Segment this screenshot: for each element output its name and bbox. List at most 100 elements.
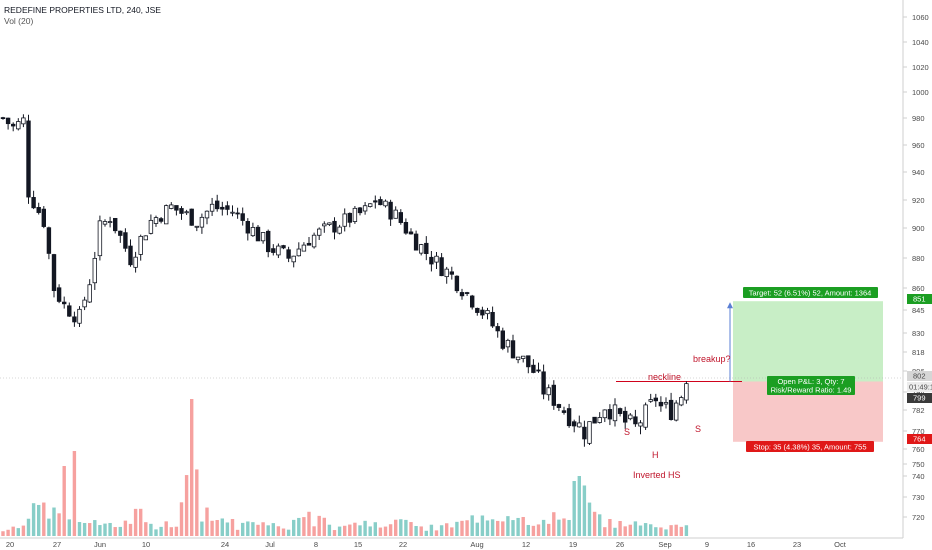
volume-bar bbox=[42, 502, 46, 536]
candle bbox=[653, 393, 658, 407]
time-tick-label: Jun bbox=[94, 540, 106, 549]
price-axis[interactable]: 7207307407507607707827948068188308458608… bbox=[902, 0, 932, 538]
volume-bar bbox=[450, 527, 454, 536]
candle bbox=[515, 356, 521, 364]
volume-bar bbox=[266, 525, 270, 536]
volume-bar bbox=[480, 515, 485, 536]
candle bbox=[434, 251, 439, 269]
volume-bar bbox=[179, 502, 184, 536]
candle bbox=[316, 227, 322, 240]
volume-bar bbox=[485, 520, 490, 536]
volume-bar bbox=[108, 522, 112, 536]
candle bbox=[429, 251, 434, 272]
volume-bar bbox=[628, 524, 632, 536]
volume-bar bbox=[123, 520, 128, 536]
candle bbox=[301, 242, 307, 252]
volume-bar bbox=[307, 511, 311, 536]
volume-bar bbox=[424, 530, 428, 536]
candle bbox=[255, 225, 261, 242]
volume-bar bbox=[455, 521, 459, 536]
time-tick-label: 20 bbox=[6, 540, 14, 549]
volume-indicator-label[interactable]: Vol (20) bbox=[4, 16, 34, 26]
volume-bar bbox=[490, 519, 495, 536]
time-tick-label: 22 bbox=[399, 540, 407, 549]
svg-text:851: 851 bbox=[913, 295, 926, 304]
volume-bar bbox=[419, 526, 423, 536]
right-shoulder-label: S bbox=[695, 424, 701, 434]
symbol-title[interactable]: REDEFINE PROPERTIES LTD, 240, JSE bbox=[4, 5, 161, 15]
breakout-note: breakup? bbox=[693, 354, 731, 364]
candle bbox=[107, 216, 113, 228]
time-tick-label: 10 bbox=[142, 540, 150, 549]
candle bbox=[204, 210, 210, 225]
svg-text:802: 802 bbox=[913, 372, 926, 381]
candle bbox=[113, 217, 118, 234]
volume-bar bbox=[439, 525, 444, 536]
candle bbox=[531, 359, 536, 374]
svg-text:764: 764 bbox=[913, 435, 926, 444]
candle bbox=[408, 228, 414, 235]
candle bbox=[357, 207, 363, 216]
volume-bar bbox=[618, 521, 622, 536]
candle bbox=[480, 306, 485, 319]
candle bbox=[174, 205, 179, 216]
volume-bar bbox=[149, 523, 153, 536]
volume-bar bbox=[557, 519, 561, 536]
volume-bar bbox=[241, 522, 245, 536]
left-shoulder-label: S bbox=[624, 427, 630, 437]
candle bbox=[577, 415, 582, 428]
candle bbox=[638, 420, 643, 435]
volume-bar bbox=[633, 521, 638, 536]
time-axis[interactable]: 20 27 Jun 10 24 Jul 8 15 22 Aug 12 19 26 Sep 9 16 23 Oct bbox=[0, 537, 903, 549]
candle bbox=[490, 306, 495, 328]
price-tick-label: 750 bbox=[912, 460, 925, 469]
volume-bar bbox=[133, 508, 138, 536]
volume-bar bbox=[567, 519, 571, 536]
candle bbox=[449, 266, 454, 280]
candle bbox=[92, 251, 97, 290]
volume-bar bbox=[26, 518, 31, 536]
candle bbox=[16, 118, 21, 131]
volume-bar bbox=[404, 519, 408, 536]
candle bbox=[617, 407, 623, 417]
price-tick-label: 794 bbox=[912, 388, 925, 397]
volume-bar bbox=[511, 520, 515, 536]
annotations: neckline breakup? Inverted HS S H S Targ… bbox=[624, 287, 878, 480]
volume-bar bbox=[394, 519, 398, 536]
volume-bar bbox=[649, 524, 653, 536]
candle bbox=[306, 236, 312, 246]
candle bbox=[403, 218, 409, 235]
candle bbox=[337, 224, 342, 235]
volume-bar bbox=[603, 527, 607, 536]
candle bbox=[102, 219, 108, 227]
candle bbox=[123, 228, 128, 252]
candle bbox=[469, 294, 475, 310]
time-tick-label: 9 bbox=[705, 540, 709, 549]
price-tick-label: 860 bbox=[912, 284, 925, 293]
volume-bar bbox=[164, 521, 168, 536]
candle bbox=[10, 122, 16, 132]
volume-bar bbox=[184, 475, 189, 536]
time-tick-label: 16 bbox=[747, 540, 755, 549]
volume-bar bbox=[276, 526, 281, 536]
volume-bar bbox=[516, 517, 520, 536]
candle bbox=[41, 206, 46, 229]
candle bbox=[179, 206, 184, 220]
svg-text:Stop: 35 (4.38%) 35, Amount: 7: Stop: 35 (4.38%) 35, Amount: 755 bbox=[754, 443, 867, 452]
last-price-tag: 802 bbox=[907, 371, 932, 381]
candle bbox=[26, 114, 31, 204]
candle bbox=[209, 197, 215, 216]
volume-bar bbox=[679, 526, 683, 536]
volume-bar bbox=[67, 519, 71, 536]
time-tick-label: 15 bbox=[354, 540, 362, 549]
neckline-label: neckline bbox=[648, 372, 681, 382]
candle bbox=[245, 218, 250, 241]
candle bbox=[500, 327, 505, 351]
volume-bar bbox=[496, 520, 500, 536]
candle bbox=[464, 291, 470, 296]
volume-bar bbox=[669, 525, 673, 536]
volume-bar bbox=[659, 527, 663, 536]
volume-bar bbox=[21, 525, 26, 536]
volume-bar bbox=[623, 526, 627, 536]
